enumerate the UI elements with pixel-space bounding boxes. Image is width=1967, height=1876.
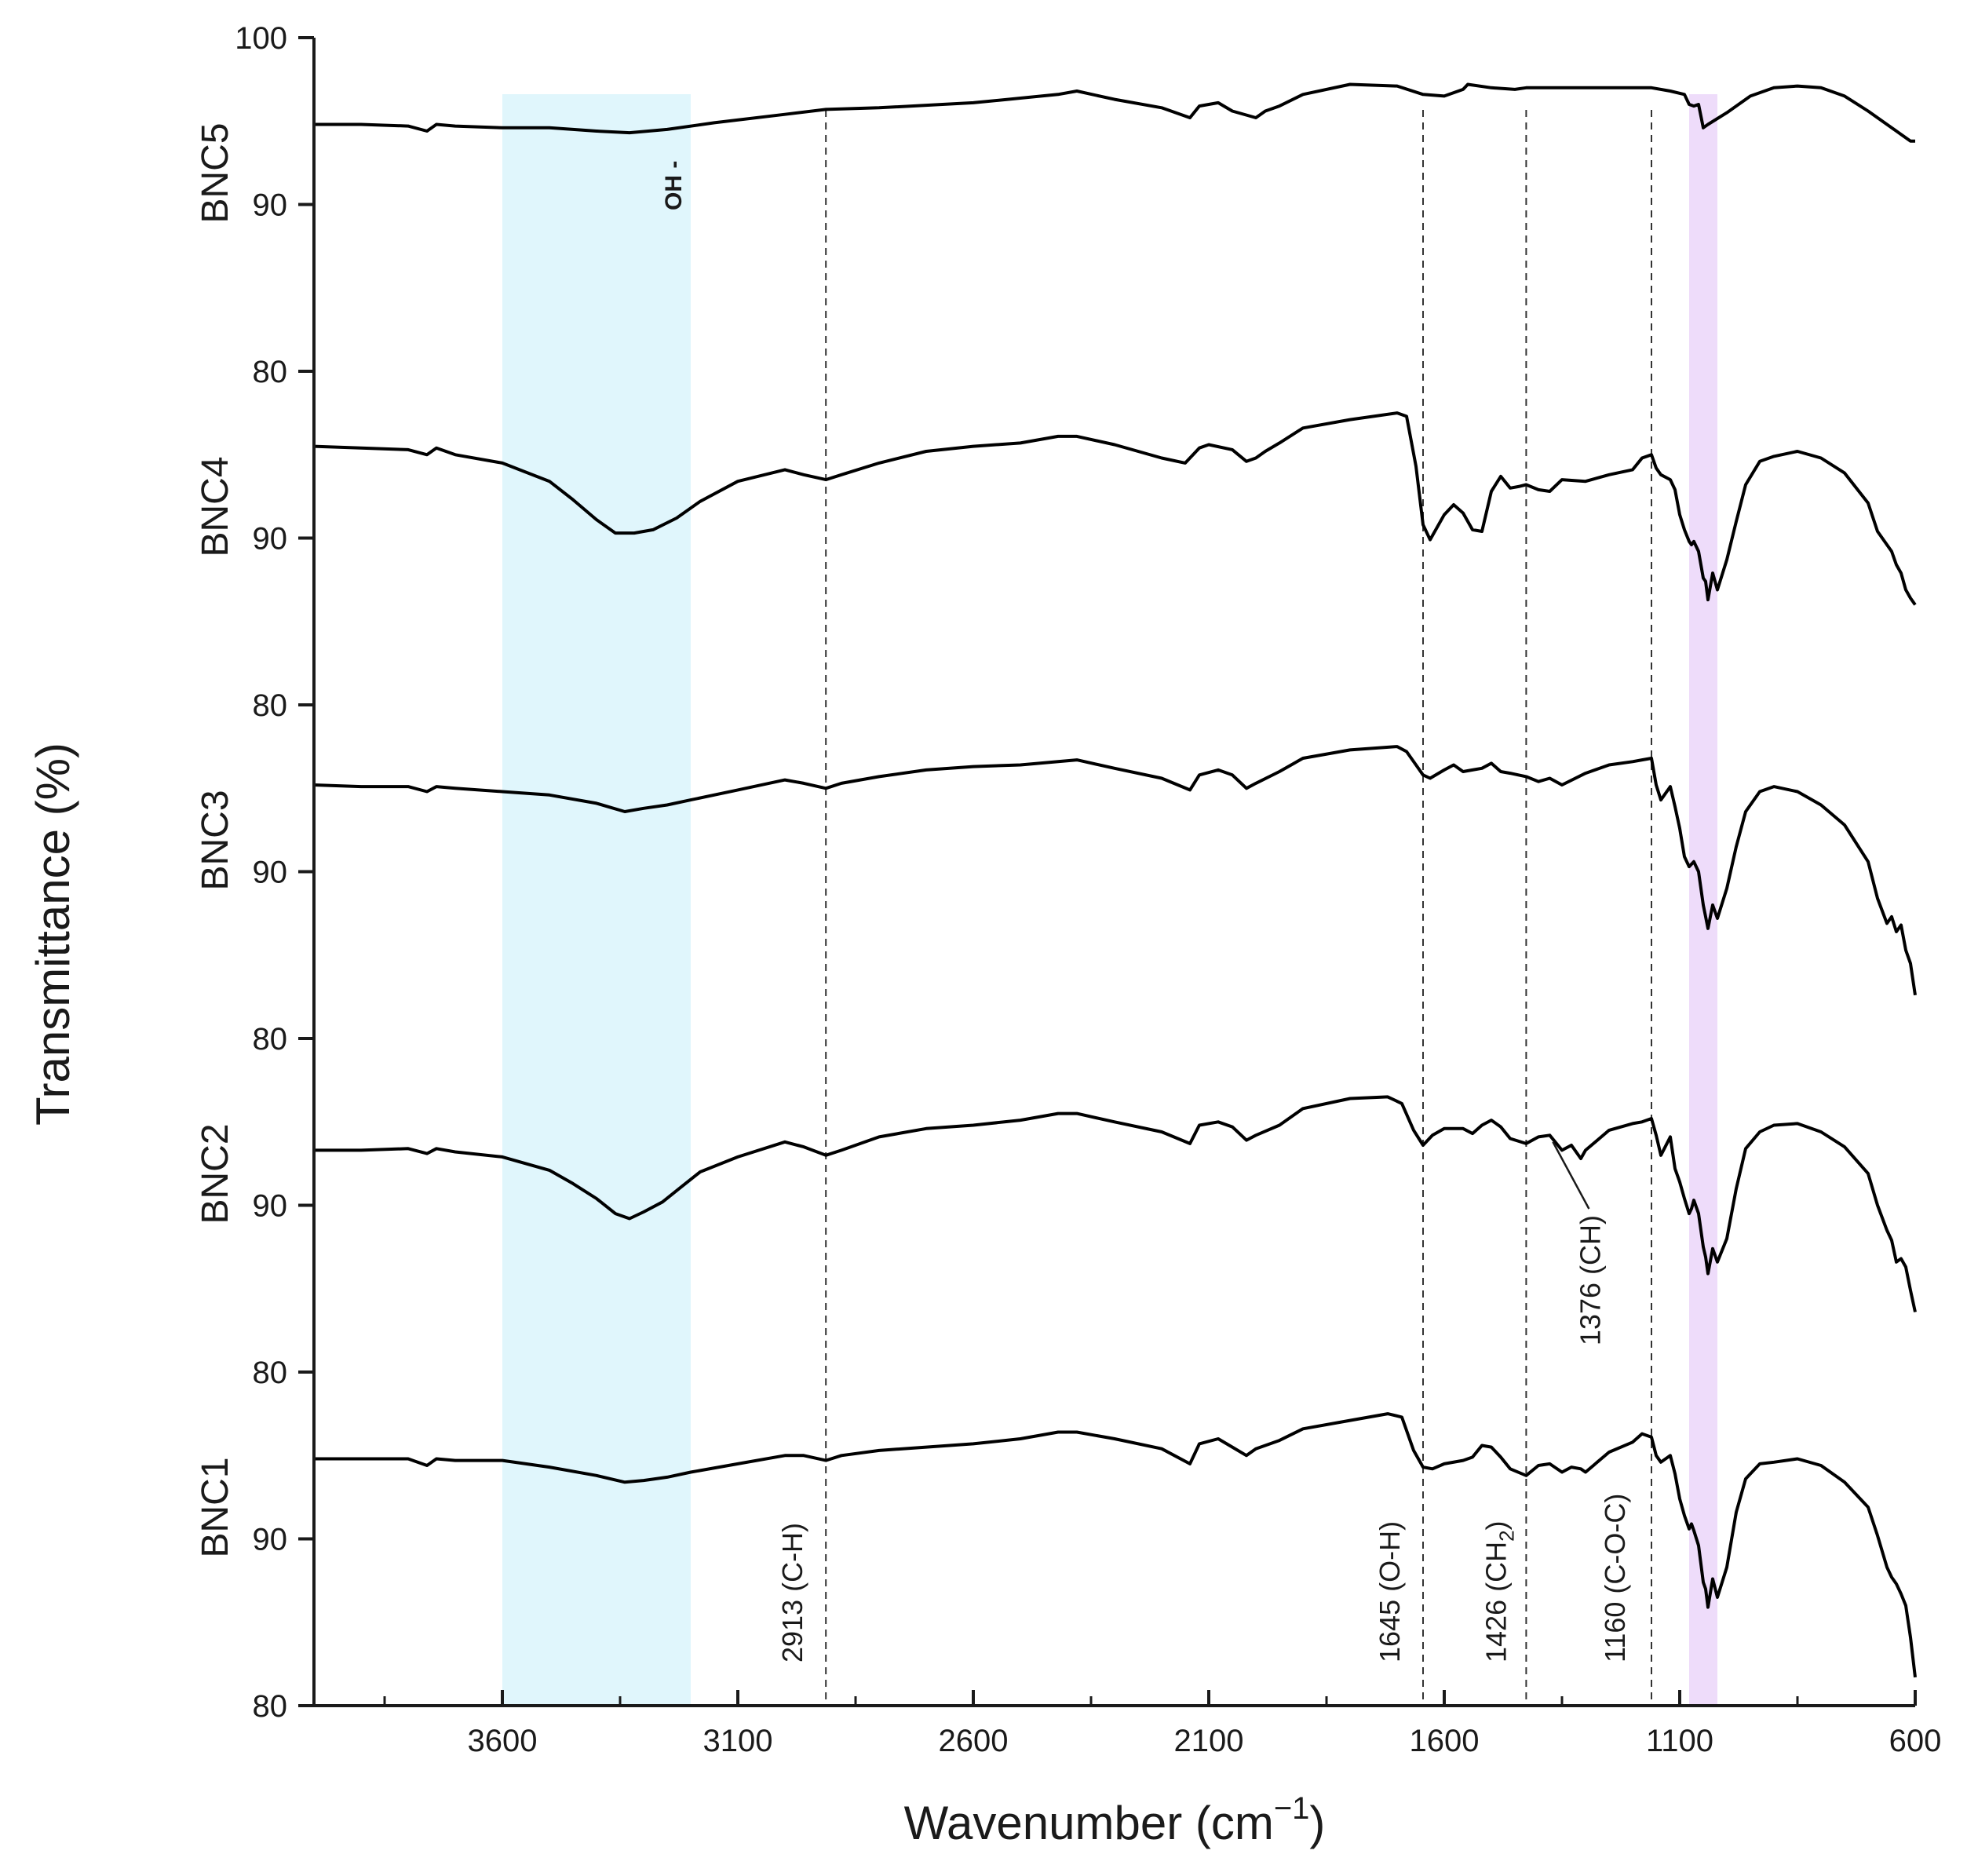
annotation-1160: 1160 (C-O-C) xyxy=(1599,1494,1631,1662)
y-axis-title: Transmittance (%) xyxy=(27,743,79,1126)
series-line-bnc5 xyxy=(314,82,1915,143)
x-tick-label-3600: 3600 xyxy=(468,1724,538,1758)
series-line-bnc1 xyxy=(314,1412,1917,1678)
axes: 100 90 80 90 80 90 80 90 80 90 80 3600 3100 2600 2100 1… xyxy=(235,21,1941,1758)
series-line-bnc4 xyxy=(313,411,1917,606)
annotation-2913: 2913 (C-H) xyxy=(776,1523,808,1662)
x-tick-label-1100: 1100 xyxy=(1646,1724,1713,1758)
y-tick-label-top: 100 xyxy=(235,21,287,56)
annotation-1376: 1376 (CH) xyxy=(1574,1215,1606,1345)
series-line-bnc2 xyxy=(314,1095,1917,1312)
x-tick-label-600: 600 xyxy=(1889,1724,1942,1758)
x-axis-title: Wavenumber (cm−1) xyxy=(904,1791,1326,1849)
y-tick-label-bnc4-90: 90 xyxy=(253,522,288,557)
annotation-1426: 1426 (CH2) xyxy=(1480,1520,1518,1662)
y-tick-label-bnc5-90: 90 xyxy=(253,188,288,223)
highlight-bands xyxy=(502,94,1717,1706)
reference-lines xyxy=(825,110,1652,1706)
panel-label-bnc3: BNC3 xyxy=(195,790,236,890)
x-tick-label-2600: 2600 xyxy=(939,1724,1009,1758)
y-tick-label-bnc1-80: 80 xyxy=(253,1689,288,1724)
y-tick-label-bnc2-90: 90 xyxy=(253,1189,288,1224)
leader-line-1376 xyxy=(1552,1141,1590,1210)
spectra-series xyxy=(313,82,1917,1678)
x-tick-label-2100: 2100 xyxy=(1174,1724,1244,1758)
y-tick-label-bnc3-80: 80 xyxy=(253,1022,288,1057)
y-tick-label-bnc1-90: 90 xyxy=(253,1523,288,1557)
panel-label-bnc4: BNC4 xyxy=(195,456,236,557)
series-line-bnc3 xyxy=(313,745,1917,996)
panel-label-bnc1: BNC1 xyxy=(195,1457,236,1557)
y-tick-label-bnc3-90: 90 xyxy=(253,856,288,890)
oh-band xyxy=(502,94,691,1706)
y-tick-label-bnc2-80: 80 xyxy=(253,1356,288,1390)
x-tick-label-3100: 3100 xyxy=(703,1724,773,1758)
labels: BNC5 BNC4 BNC3 BNC2 BNC1 Transmittance (%) Wav… xyxy=(27,122,1631,1849)
y-tick-label-bnc5-80: 80 xyxy=(253,355,288,389)
x-tick-label-1600: 1600 xyxy=(1410,1724,1480,1758)
annotation-1645: 1645 (O-H) xyxy=(1374,1521,1406,1662)
panel-label-bnc5: BNC5 xyxy=(195,122,236,223)
annotation-oh: OH - xyxy=(661,161,687,210)
y-tick-label-bnc4-80: 80 xyxy=(253,688,288,723)
panel-label-bnc2: BNC2 xyxy=(195,1123,236,1224)
